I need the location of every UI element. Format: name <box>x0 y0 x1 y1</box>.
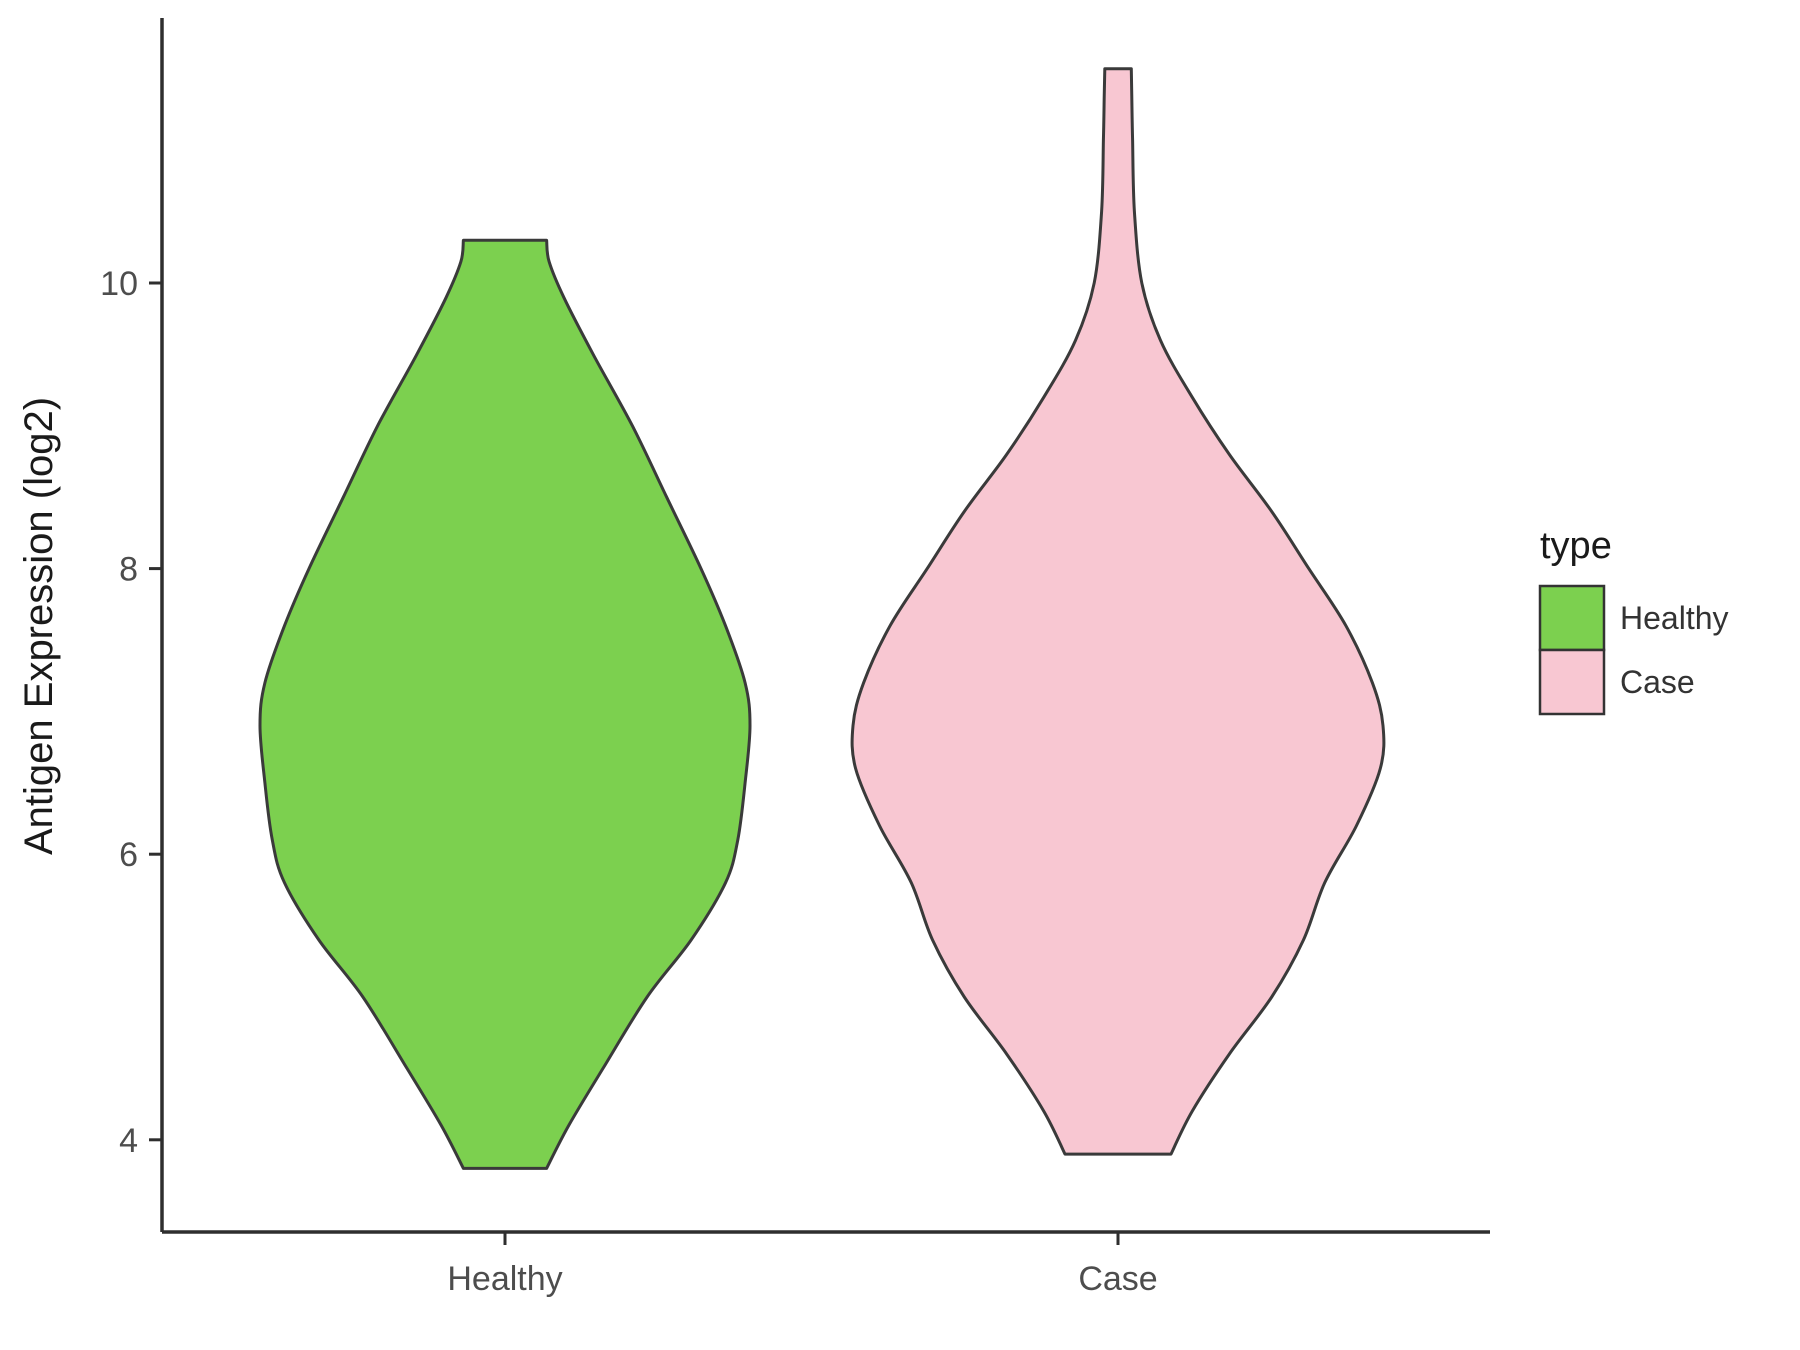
violin-case <box>850 67 1386 1156</box>
legend-entries: Healthy Case <box>1538 584 1729 716</box>
y-tick-label: 6 <box>119 836 138 874</box>
legend-label-healthy: Healthy <box>1620 600 1729 636</box>
legend-swatch-healthy <box>1538 584 1606 652</box>
legend-label-case: Case <box>1620 664 1695 700</box>
violin-healthy <box>258 238 752 1170</box>
y-tick-label: 8 <box>119 551 138 589</box>
y-axis-ticks: 4 6 8 10 <box>100 265 162 1160</box>
violin-shapes <box>258 67 1386 1170</box>
legend-swatch-case <box>1538 648 1606 716</box>
x-axis-ticks: Healthy Case <box>447 1232 1158 1298</box>
y-tick-label: 4 <box>119 1122 138 1160</box>
legend-title: type <box>1540 525 1612 567</box>
x-tick-label-case: Case <box>1078 1260 1157 1298</box>
x-tick-label-healthy: Healthy <box>447 1260 562 1298</box>
legend: type Healthy Case <box>1538 525 1729 716</box>
y-tick-label: 10 <box>100 265 138 303</box>
y-axis-title: Antigen Expression (log2) <box>17 397 61 855</box>
